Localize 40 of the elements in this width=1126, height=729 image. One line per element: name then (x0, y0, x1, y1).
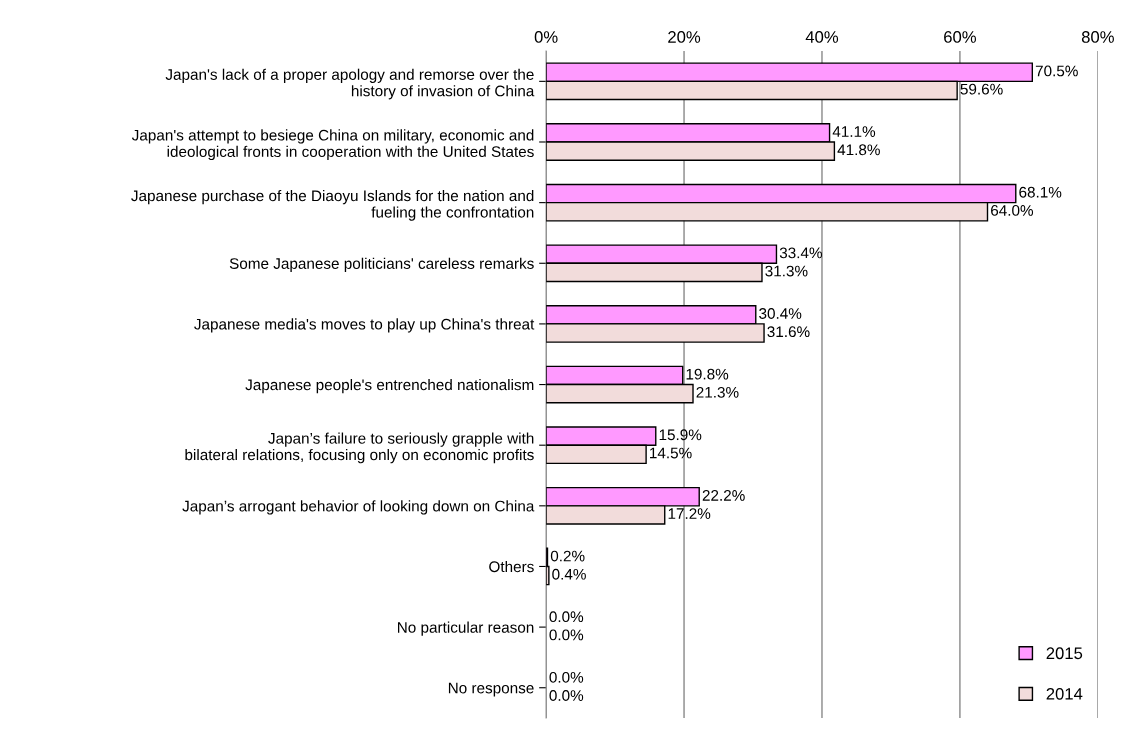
data-label: 68.1% (1019, 186, 1062, 198)
y-tick-label: Japanese people's entrenched nationalism (245, 379, 534, 394)
x-tick-label: 60% (944, 31, 976, 43)
data-label: 22.2% (702, 490, 745, 501)
data-label: 0.0% (549, 690, 584, 701)
y-tick-label: Others (489, 560, 534, 573)
data-label: 14.5% (650, 447, 692, 459)
x-tick-label: 80% (1081, 31, 1114, 43)
y-tick-label: Japanese media's moves to play up China's threat (194, 318, 535, 333)
y-tick-label: Japan’s failure to seriously grapple with bilateral relations, focusing only on economic profits (185, 432, 534, 464)
y-tick-label: Japan’s arrogant behavior of looking down on China (182, 500, 535, 515)
y-tick-label: No particular reason (398, 621, 534, 636)
data-label: 19.8% (686, 368, 729, 380)
data-label: 30.4% (759, 308, 802, 319)
x-tick-label: 20% (668, 31, 701, 43)
data-label: 21.3% (696, 386, 739, 398)
x-tick-label: 40% (805, 31, 839, 43)
data-label: 64.0% (991, 205, 1034, 216)
data-label: 0.0% (549, 611, 584, 623)
data-label: 15.9% (659, 429, 702, 441)
y-tick-label: Some Japanese politicians' careless remarks (229, 257, 534, 272)
data-label: 0.0% (549, 671, 584, 683)
x-tick-label: 0% (534, 31, 558, 43)
data-label: 59.6% (960, 83, 1003, 95)
y-tick-label: Japan's attempt to besiege China on military, economic and ideological fronts in cooperation with the United States (131, 129, 534, 161)
legend-label: 2015 (1046, 647, 1083, 660)
data-label: 41.1% (832, 126, 876, 137)
y-tick-label: No response (448, 682, 534, 697)
y-tick-label: Japanese purchase of the Diaoyu Islands for the nation and fueling the confrontation (131, 189, 534, 221)
y-tick-label: Japan's lack of a proper apology and remorse over the history of invasion of China (165, 68, 535, 100)
data-label: 31.6% (767, 326, 810, 338)
data-label: 41.8% (837, 144, 880, 156)
data-label: 0.4% (552, 568, 586, 580)
data-label: 33.4% (779, 247, 822, 259)
data-label: 31.3% (765, 265, 808, 277)
data-label: 0.2% (550, 550, 585, 562)
data-label: 70.5% (1035, 65, 1078, 77)
legend-label: 2014 (1046, 687, 1083, 700)
data-label: 17.2% (668, 508, 711, 519)
data-label: 0.0% (549, 629, 584, 641)
